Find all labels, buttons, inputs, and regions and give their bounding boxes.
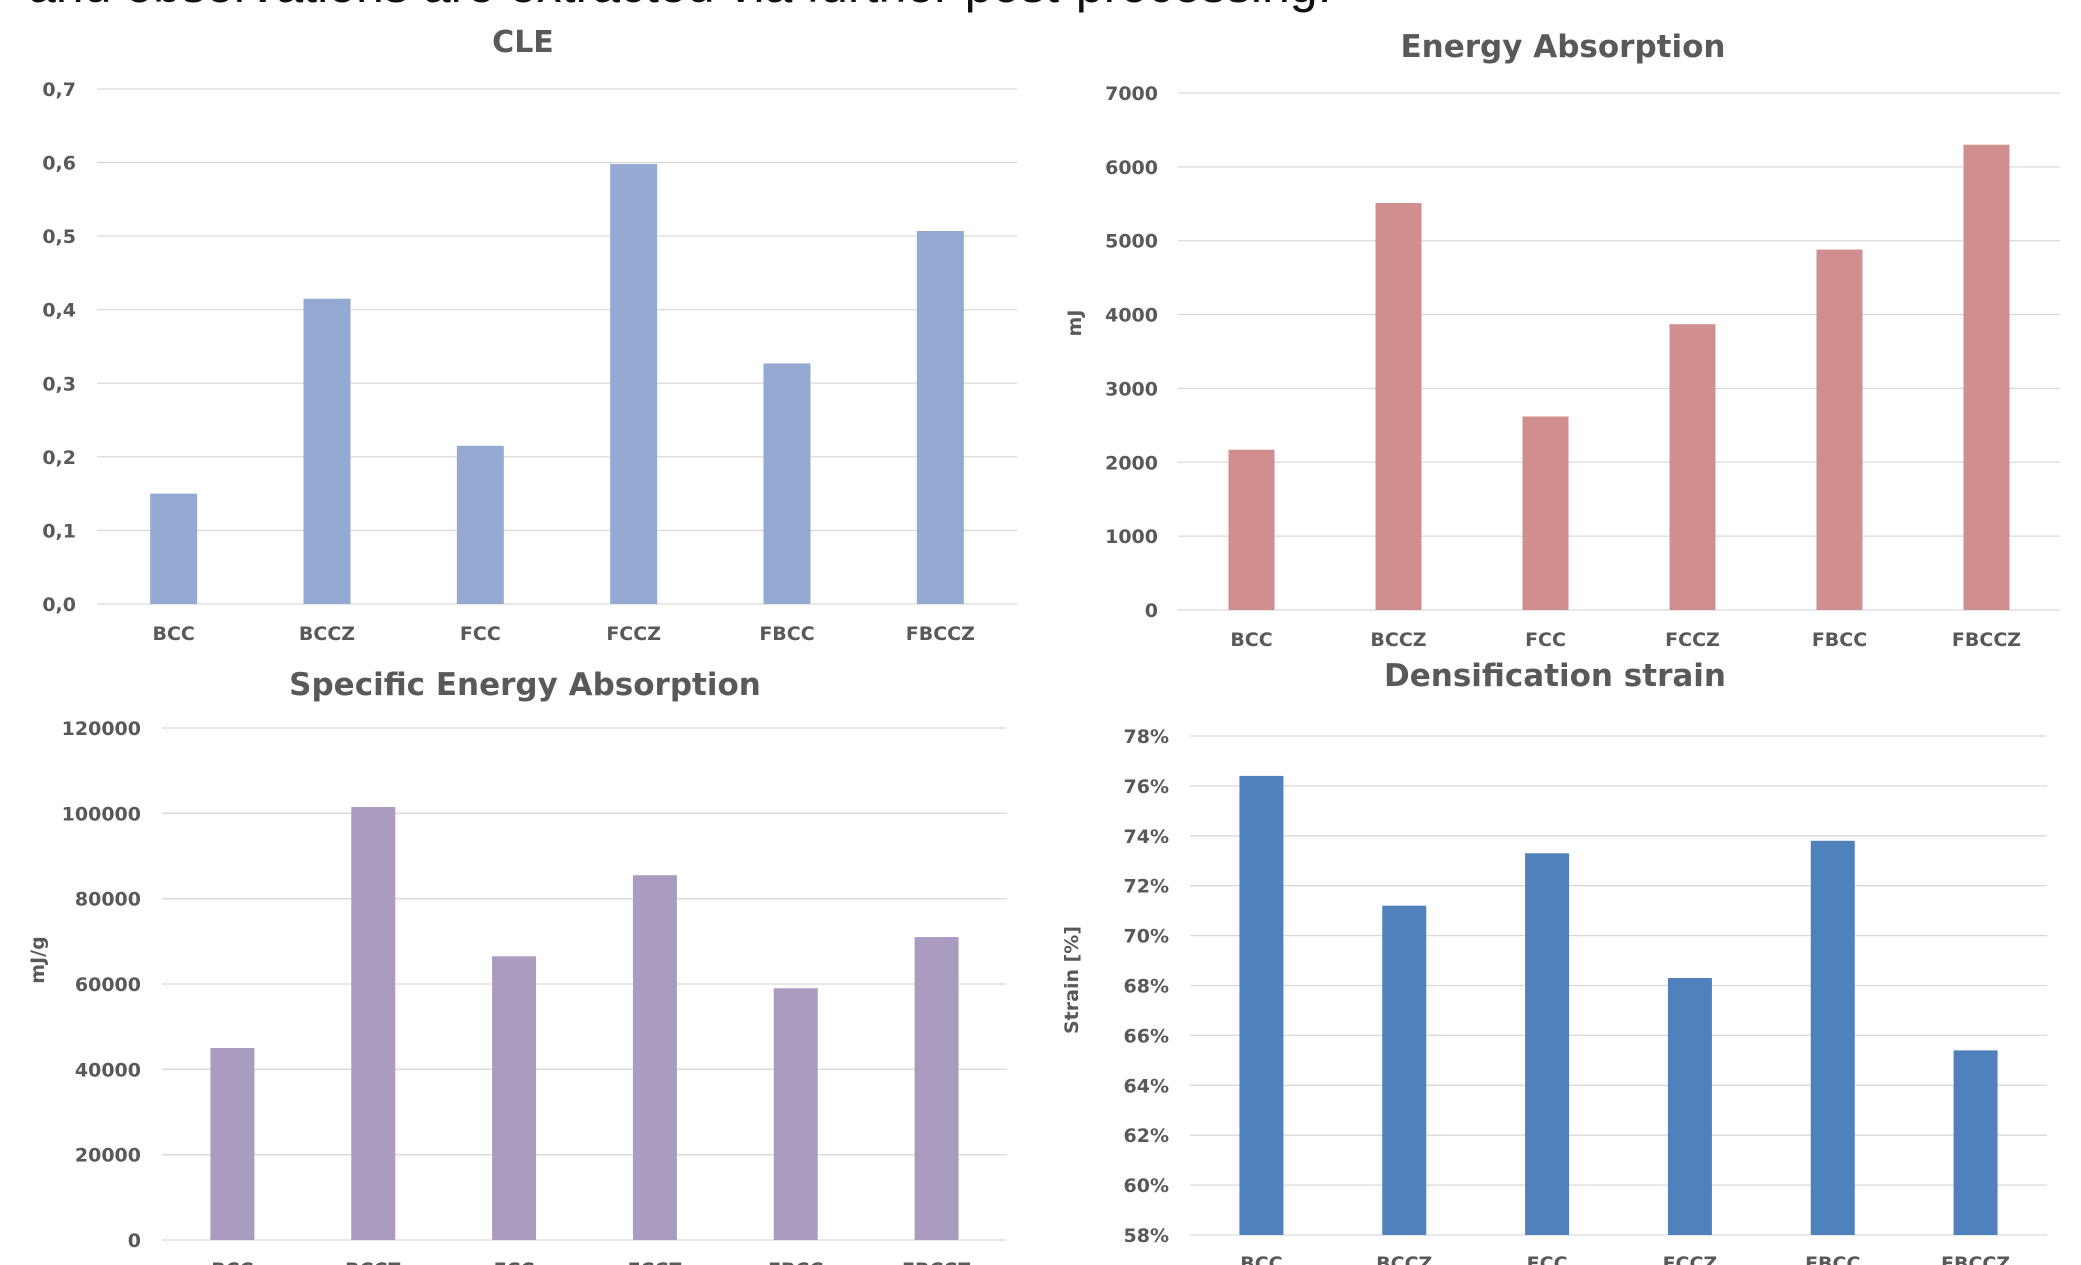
x-tick-label: FBCCZ: [1941, 1253, 2010, 1265]
y-tick-label: 100000: [62, 803, 141, 825]
bar-fbcc: [773, 988, 818, 1240]
x-tick-label: FCCZ: [628, 1259, 683, 1265]
x-tick-label: FBCCZ: [1952, 629, 2021, 651]
y-tick-label: 20000: [75, 1145, 141, 1167]
y-tick-label: 2000: [1105, 452, 1158, 474]
bar-bcc: [1239, 775, 1284, 1235]
y-tick-label: 68%: [1124, 976, 1169, 998]
bar-bcc: [150, 493, 198, 604]
bar-fccz: [1669, 324, 1716, 610]
x-tick-label: BCC: [1240, 1253, 1282, 1265]
x-tick-label: FCC: [460, 623, 501, 645]
y-tick-label: 0,3: [42, 373, 76, 395]
y-tick-label: 80000: [75, 889, 141, 911]
bar-fcc: [492, 956, 537, 1240]
x-tick-label: BCCZ: [345, 1259, 401, 1265]
y-tick-label: 58%: [1124, 1225, 1169, 1247]
y-tick-label: 0,0: [42, 594, 76, 616]
bar-fbcc: [1810, 840, 1855, 1235]
y-tick-label: 60000: [75, 974, 141, 996]
y-tick-label: 64%: [1124, 1075, 1169, 1097]
y-tick-label: 0,1: [42, 520, 76, 542]
x-tick-label: BCC: [1230, 629, 1272, 651]
x-tick-label: FBCC: [759, 623, 814, 645]
bar-fbccz: [914, 937, 959, 1240]
x-tick-label: FCC: [494, 1259, 535, 1265]
y-tick-label: 74%: [1124, 826, 1169, 848]
chart-specific-energy-absorption: 0 20000 40000 60000 80000 100000 120000 BCC BCCZ…: [27, 667, 1007, 1265]
y-tick-label: 3000: [1105, 378, 1158, 400]
x-tick-label: FBCC: [1812, 629, 1867, 651]
y-tick-label: 4000: [1105, 305, 1158, 327]
chart-title: CLE: [492, 25, 554, 60]
x-tick-label: FCCZ: [606, 623, 661, 645]
bar-bccz: [351, 806, 396, 1240]
y-tick-label: 120000: [62, 718, 141, 740]
y-tick-label: 72%: [1124, 876, 1169, 898]
chart-title: Energy Absorption: [1401, 29, 1726, 65]
chart-energy-absorption: 0 1000 2000 3000 4000 5000 6000 7000 BCC BCCZ FCC F…: [1064, 29, 2060, 651]
x-tick-label: FBCC: [768, 1259, 823, 1265]
y-tick-label: 40000: [75, 1059, 141, 1081]
bar-fbcc: [763, 363, 811, 604]
chart-title: Specific Energy Absorption: [289, 667, 761, 703]
y-tick-label: 0,7: [42, 79, 76, 101]
y-tick-label: 70%: [1124, 926, 1169, 948]
x-tick-label: BCCZ: [1376, 1253, 1432, 1265]
y-axis-label: Strain [%]: [1061, 926, 1083, 1034]
chart-cle: 0,0 0,1 0,2 0,3 0,4 0,5 0,6 0,7 BCC BCCZ FCC FCCZ FB…: [42, 25, 1017, 645]
y-tick-label: 5000: [1105, 231, 1158, 253]
bar-fcc: [1522, 416, 1569, 610]
page-header-text: and observations are extracted via furth…: [28, 0, 1331, 14]
x-tick-label: BCCZ: [299, 623, 355, 645]
bar-bcc: [1228, 449, 1275, 610]
x-tick-label: FCC: [1527, 1253, 1568, 1265]
x-tick-label: BCC: [152, 623, 194, 645]
bar-fcc: [456, 445, 504, 604]
y-tick-label: 62%: [1124, 1125, 1169, 1147]
x-tick-label: FCCZ: [1665, 629, 1720, 651]
y-tick-label: 6000: [1105, 157, 1158, 179]
y-tick-label: 1000: [1105, 526, 1158, 548]
y-tick-label: 7000: [1105, 83, 1158, 105]
bar-fcc: [1525, 853, 1570, 1235]
bar-fbccz: [1963, 144, 2010, 610]
y-tick-label: 76%: [1124, 776, 1169, 798]
bar-bccz: [1382, 905, 1427, 1235]
x-tick-label: FBCCZ: [906, 623, 975, 645]
bar-bccz: [1375, 203, 1422, 610]
x-tick-label: BCCZ: [1370, 629, 1426, 651]
y-tick-label: 0: [1145, 600, 1158, 622]
bar-fbccz: [1953, 1050, 1998, 1235]
x-tick-label: FCC: [1525, 629, 1566, 651]
bar-fbccz: [916, 230, 964, 604]
x-tick-label: FBCCZ: [902, 1259, 971, 1265]
y-tick-label: 0: [128, 1230, 141, 1252]
y-tick-label: 66%: [1124, 1025, 1169, 1047]
bar-fccz: [1667, 978, 1712, 1235]
bar-fccz: [610, 164, 658, 605]
chart-title: Densification strain: [1384, 658, 1726, 694]
y-axis-label: mJ: [1064, 310, 1086, 337]
y-tick-label: 78%: [1124, 726, 1169, 748]
y-tick-label: 0,5: [42, 226, 76, 248]
y-tick-label: 60%: [1124, 1175, 1169, 1197]
y-tick-label: 0,2: [42, 447, 76, 469]
bar-bccz: [303, 298, 351, 604]
y-tick-label: 0,6: [42, 153, 76, 175]
bar-fccz: [632, 875, 677, 1240]
x-tick-label: BCC: [211, 1259, 253, 1265]
x-tick-label: FBCC: [1805, 1253, 1860, 1265]
bar-bcc: [210, 1048, 255, 1240]
x-tick-label: FCCZ: [1663, 1253, 1718, 1265]
y-axis-label: mJ/g: [27, 936, 49, 983]
y-tick-label: 0,4: [42, 300, 76, 322]
bar-fbcc: [1816, 249, 1863, 610]
